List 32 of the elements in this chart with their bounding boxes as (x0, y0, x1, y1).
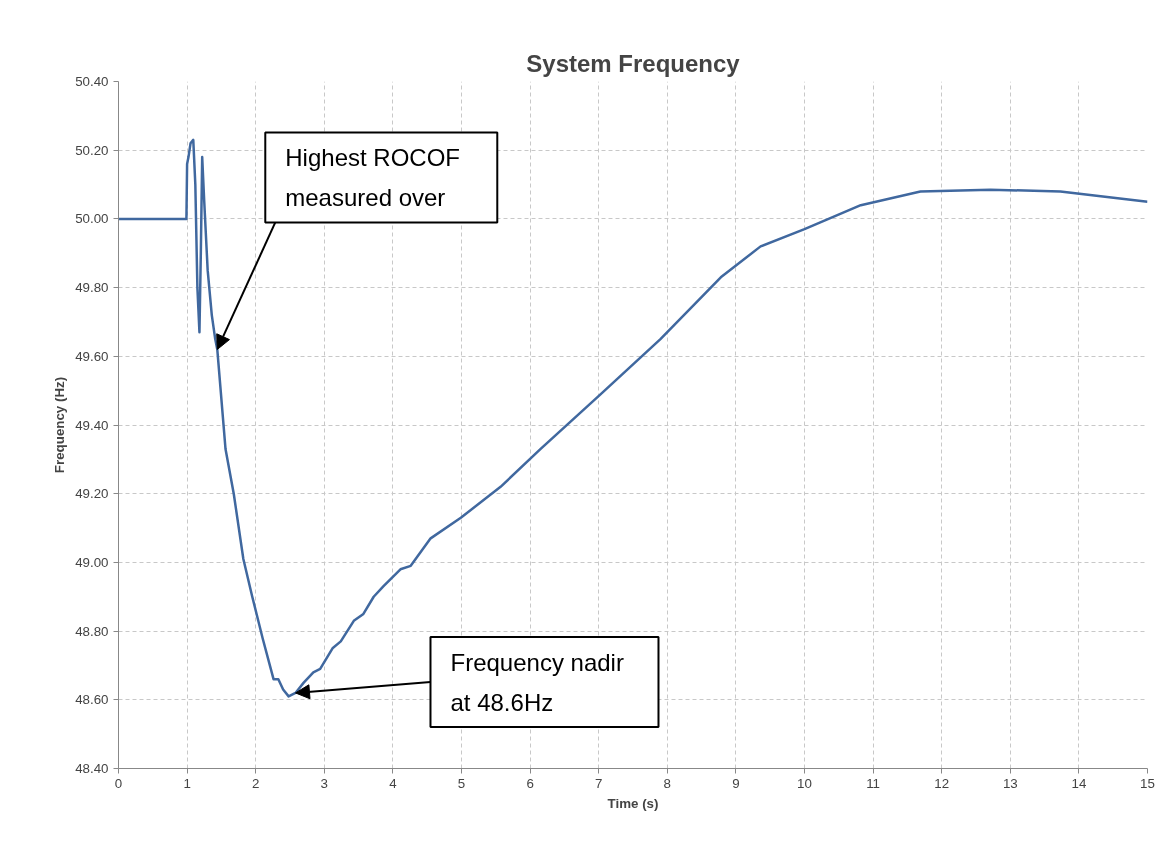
y-tick-label: 49.20 (75, 486, 109, 502)
y-tick-label: 50.00 (75, 211, 109, 227)
x-tick-label: 13 (1002, 775, 1018, 791)
x-tick-label: 4 (389, 775, 398, 791)
x-tick-label: 7 (594, 775, 603, 791)
x-tick-label: 11 (866, 775, 881, 791)
y-tick-label: 49.40 (75, 417, 109, 433)
y-tick-label: 49.60 (75, 348, 109, 364)
y-axis-title: Frequency (Hz) (52, 376, 68, 474)
y-tick-label: 49.80 (75, 280, 109, 296)
x-tick-label: 5 (457, 775, 466, 791)
x-tick-label: 3 (320, 775, 329, 791)
y-tick-label: 48.40 (75, 761, 109, 776)
y-tick-label: 48.80 (75, 623, 109, 639)
x-tick-label: 9 (732, 775, 740, 791)
x-tick-label: 0 (114, 775, 123, 791)
x-axis-title: Time (s) (607, 795, 659, 811)
y-tick-label: 50.20 (75, 142, 109, 158)
x-tick-label: 10 (797, 775, 812, 791)
x-tick-label: 6 (526, 775, 534, 791)
x-tick-label: 15 (1140, 775, 1155, 791)
chart-title: System Frequency (526, 49, 741, 77)
annotation: Highest ROCOF measured over (285, 144, 460, 212)
x-tick-label: 8 (663, 775, 672, 791)
y-tick-label: 48.60 (75, 692, 109, 708)
y-tick-label: 50.40 (75, 74, 109, 89)
x-tick-label: 12 (934, 775, 950, 791)
annotation: Frequency nadir at 48.6Hz (450, 648, 624, 716)
y-tick-label: 49.00 (75, 554, 109, 570)
x-tick-label: 1 (183, 775, 191, 791)
x-tick-label: 2 (251, 775, 260, 791)
x-tick-label: 14 (1071, 775, 1087, 791)
